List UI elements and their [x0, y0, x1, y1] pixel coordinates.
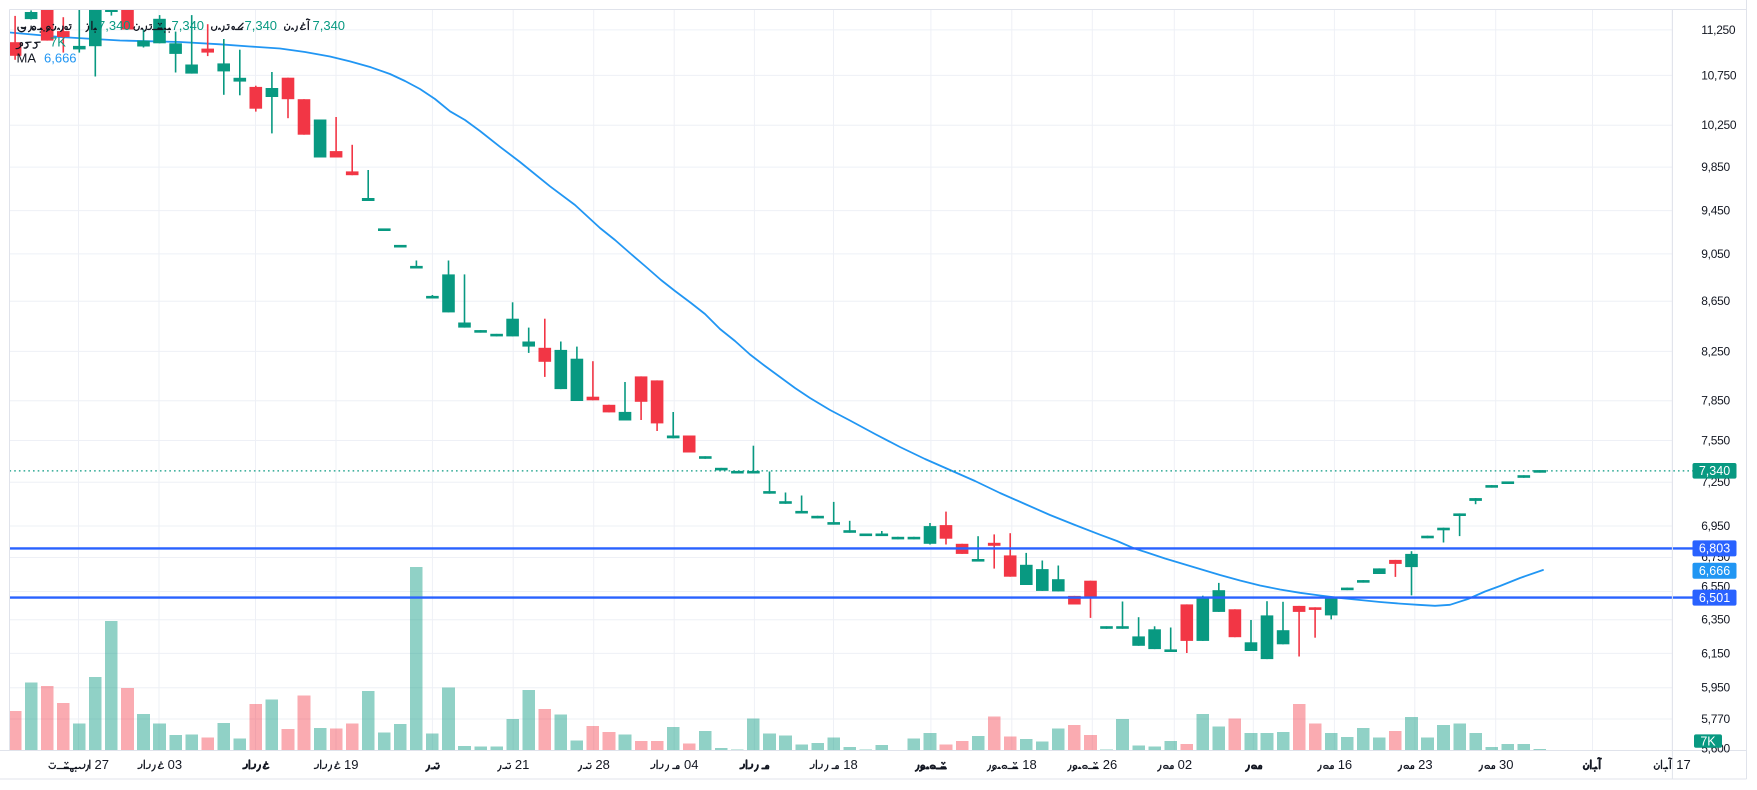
- svg-text:6,803: 6,803: [1699, 542, 1730, 556]
- svg-text:10,750: 10,750: [1701, 68, 1737, 82]
- svg-text:02: 02: [1178, 757, 1192, 772]
- svg-text:16: 16: [1338, 757, 1352, 772]
- svg-text:19: 19: [344, 757, 358, 772]
- svg-text:27: 27: [95, 757, 109, 772]
- svg-text:9,850: 9,850: [1701, 160, 1730, 174]
- svg-text:7,340: 7,340: [245, 18, 278, 33]
- svg-text:7K: 7K: [1700, 734, 1716, 748]
- svg-text:7,850: 7,850: [1701, 394, 1730, 408]
- svg-text:10,250: 10,250: [1701, 118, 1737, 132]
- svg-text:17: 17: [1676, 757, 1690, 772]
- svg-text:23: 23: [1418, 757, 1432, 772]
- svg-text:6,666: 6,666: [1699, 564, 1730, 578]
- svg-text:03: 03: [168, 757, 182, 772]
- svg-text:7K: 7K: [50, 34, 66, 49]
- svg-text:7,550: 7,550: [1701, 433, 1730, 447]
- svg-text:26: 26: [1103, 757, 1117, 772]
- svg-text:6,950: 6,950: [1701, 519, 1730, 533]
- svg-text:6,501: 6,501: [1699, 591, 1730, 605]
- svg-text:6,350: 6,350: [1701, 613, 1730, 627]
- svg-text:9,450: 9,450: [1701, 204, 1730, 218]
- svg-text:8,250: 8,250: [1701, 344, 1730, 358]
- svg-text:7,340: 7,340: [1699, 464, 1730, 478]
- svg-text:6,666: 6,666: [44, 50, 77, 65]
- svg-text:18: 18: [1022, 757, 1036, 772]
- svg-text:5,950: 5,950: [1701, 681, 1730, 695]
- svg-text:28: 28: [595, 757, 609, 772]
- svg-text:6,150: 6,150: [1701, 646, 1730, 660]
- svg-text:7,340: 7,340: [98, 18, 131, 33]
- svg-text:7,340: 7,340: [172, 18, 205, 33]
- svg-text:7,250: 7,250: [1701, 475, 1730, 489]
- svg-text:5,770: 5,770: [1701, 712, 1730, 726]
- svg-text:8,650: 8,650: [1701, 294, 1730, 308]
- svg-text:30: 30: [1499, 757, 1513, 772]
- svg-text:MA: MA: [17, 50, 37, 65]
- svg-text:04: 04: [684, 757, 698, 772]
- svg-text:7,340: 7,340: [313, 18, 346, 33]
- svg-text:11,250: 11,250: [1701, 23, 1736, 37]
- svg-text:9,050: 9,050: [1701, 247, 1730, 261]
- svg-text:21: 21: [515, 757, 529, 772]
- svg-text:18: 18: [843, 757, 857, 772]
